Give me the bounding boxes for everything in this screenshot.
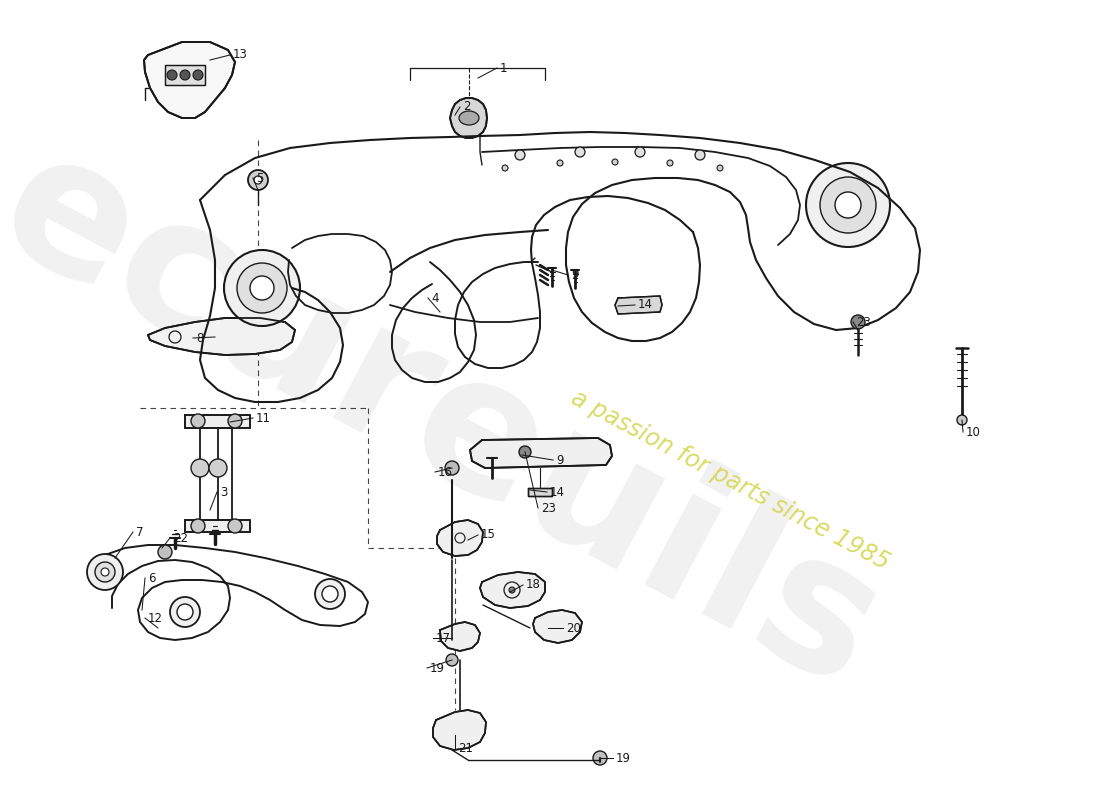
Circle shape bbox=[180, 70, 190, 80]
Text: 9: 9 bbox=[556, 454, 563, 466]
Circle shape bbox=[158, 545, 172, 559]
Circle shape bbox=[191, 519, 205, 533]
Text: 7: 7 bbox=[136, 526, 143, 538]
Circle shape bbox=[167, 70, 177, 80]
Circle shape bbox=[515, 150, 525, 160]
Circle shape bbox=[509, 587, 515, 593]
Text: 23: 23 bbox=[856, 315, 871, 329]
Text: 3: 3 bbox=[220, 486, 228, 498]
Polygon shape bbox=[480, 572, 544, 608]
Text: 14: 14 bbox=[550, 486, 565, 498]
Circle shape bbox=[228, 414, 242, 428]
Polygon shape bbox=[148, 318, 295, 355]
Circle shape bbox=[502, 165, 508, 171]
Text: 6: 6 bbox=[148, 571, 155, 585]
Text: 8: 8 bbox=[196, 331, 204, 345]
Polygon shape bbox=[185, 520, 250, 532]
Text: ecureuils: ecureuils bbox=[0, 114, 909, 726]
Text: 10: 10 bbox=[966, 426, 981, 438]
Circle shape bbox=[177, 604, 192, 620]
Circle shape bbox=[575, 147, 585, 157]
Text: 2: 2 bbox=[463, 101, 471, 114]
Text: 5: 5 bbox=[256, 171, 263, 185]
Polygon shape bbox=[165, 65, 205, 85]
Text: 21: 21 bbox=[458, 742, 473, 754]
Text: 18: 18 bbox=[526, 578, 541, 591]
Text: 19: 19 bbox=[616, 751, 631, 765]
Text: 13: 13 bbox=[233, 49, 248, 62]
Circle shape bbox=[224, 250, 300, 326]
Circle shape bbox=[820, 177, 876, 233]
Polygon shape bbox=[185, 415, 250, 428]
Ellipse shape bbox=[459, 111, 478, 125]
Text: 11: 11 bbox=[256, 411, 271, 425]
Text: 1: 1 bbox=[500, 62, 507, 74]
Circle shape bbox=[835, 192, 861, 218]
Circle shape bbox=[250, 276, 274, 300]
Circle shape bbox=[593, 751, 607, 765]
Text: a passion for parts since 1985: a passion for parts since 1985 bbox=[566, 386, 893, 574]
Text: 12: 12 bbox=[148, 611, 163, 625]
Text: 9: 9 bbox=[571, 269, 579, 282]
Circle shape bbox=[236, 263, 287, 313]
Circle shape bbox=[228, 519, 242, 533]
Circle shape bbox=[717, 165, 723, 171]
Circle shape bbox=[248, 170, 268, 190]
Circle shape bbox=[519, 446, 531, 458]
Circle shape bbox=[957, 415, 967, 425]
Circle shape bbox=[191, 414, 205, 428]
Circle shape bbox=[806, 163, 890, 247]
Polygon shape bbox=[534, 610, 582, 643]
Text: 22: 22 bbox=[173, 531, 188, 545]
Circle shape bbox=[635, 147, 645, 157]
Circle shape bbox=[192, 70, 204, 80]
Circle shape bbox=[170, 597, 200, 627]
Circle shape bbox=[557, 160, 563, 166]
Text: 4: 4 bbox=[431, 291, 439, 305]
Polygon shape bbox=[450, 98, 487, 138]
Polygon shape bbox=[470, 438, 612, 468]
Circle shape bbox=[322, 586, 338, 602]
Text: 16: 16 bbox=[438, 466, 453, 478]
Polygon shape bbox=[437, 520, 483, 556]
Circle shape bbox=[446, 654, 458, 666]
Text: 15: 15 bbox=[481, 529, 496, 542]
Polygon shape bbox=[528, 488, 552, 496]
Polygon shape bbox=[440, 622, 480, 651]
Polygon shape bbox=[433, 710, 486, 750]
Circle shape bbox=[612, 159, 618, 165]
Text: 14: 14 bbox=[638, 298, 653, 311]
Circle shape bbox=[87, 554, 123, 590]
Circle shape bbox=[851, 315, 865, 329]
Text: 23: 23 bbox=[541, 502, 556, 514]
Circle shape bbox=[315, 579, 345, 609]
Polygon shape bbox=[615, 296, 662, 314]
Circle shape bbox=[254, 176, 262, 184]
Text: 20: 20 bbox=[566, 622, 581, 634]
Circle shape bbox=[209, 459, 227, 477]
Text: 17: 17 bbox=[436, 631, 451, 645]
Circle shape bbox=[446, 461, 459, 475]
Text: 19: 19 bbox=[430, 662, 446, 674]
Circle shape bbox=[695, 150, 705, 160]
Circle shape bbox=[191, 459, 209, 477]
Circle shape bbox=[95, 562, 116, 582]
Polygon shape bbox=[144, 42, 235, 118]
Circle shape bbox=[667, 160, 673, 166]
Circle shape bbox=[101, 568, 109, 576]
